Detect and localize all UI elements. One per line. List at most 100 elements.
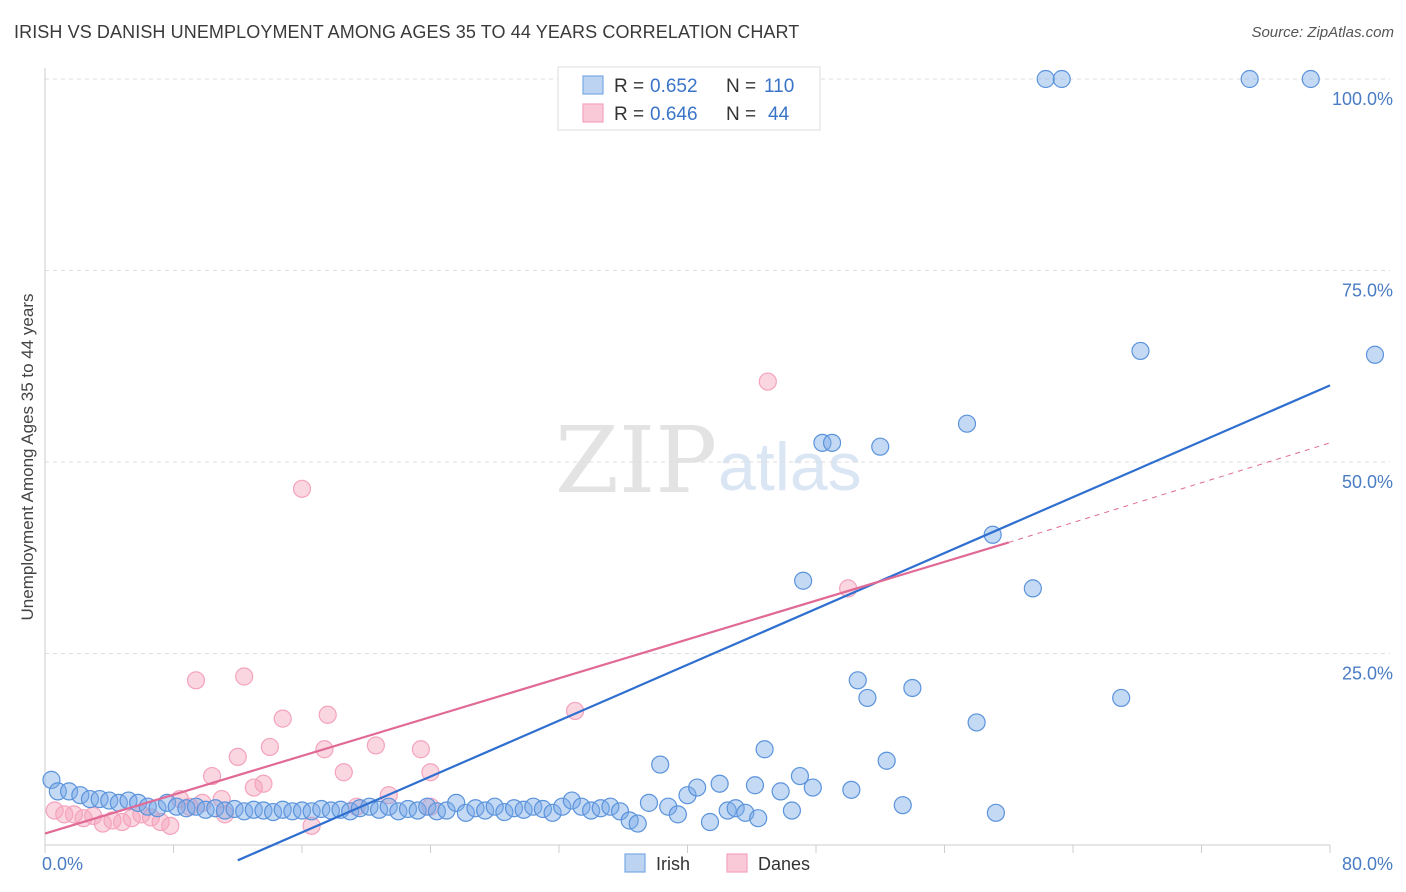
- irish-point-93: [986, 803, 1006, 822]
- irish-point-59: [610, 802, 630, 821]
- irish-point-68: [700, 812, 720, 832]
- irish-point-21: [244, 800, 263, 819]
- axes: [44, 68, 1331, 853]
- irish-point-78: [790, 766, 810, 786]
- gridlines: [45, 78, 1390, 654]
- irish-point-52: [543, 803, 562, 822]
- irish-point-55: [572, 797, 591, 816]
- y-tick-label-1: 50.0%: [1342, 472, 1393, 492]
- x-tick-label-1: 80.0%: [1342, 854, 1393, 874]
- danes-point-7: [112, 812, 132, 832]
- legend-box: R = 0.652 N = 110 R = 0.646 N = 44: [557, 66, 821, 131]
- bottom-legend-irish-label: Irish: [656, 854, 690, 874]
- trend-lines: [44, 384, 1331, 862]
- irish-point-99: [1240, 69, 1259, 89]
- danes-point-8: [122, 809, 141, 828]
- irish-point-39: [418, 797, 437, 816]
- legend-danes-n-label: N =: [726, 104, 756, 125]
- irish-point-3: [71, 786, 90, 805]
- danes-point-30: [334, 763, 353, 782]
- danes-point-19: [215, 805, 234, 824]
- irish-point-0: [42, 770, 61, 789]
- danes-point-32: [366, 736, 385, 755]
- danes-point-2: [64, 805, 84, 824]
- legend-irish-n-label: N =: [726, 76, 756, 97]
- irish-point-66: [678, 786, 697, 805]
- danes-point-23: [254, 774, 273, 793]
- danes-point-38: [758, 372, 777, 391]
- irish-point-81: [813, 433, 832, 452]
- danes-point-20: [228, 747, 247, 767]
- danes-point-21: [235, 667, 254, 686]
- danes-point-15: [186, 671, 206, 690]
- irish-trend-line: [237, 384, 1331, 862]
- y-ticks: 25.0% 50.0% 75.0% 100.0%: [1332, 89, 1393, 684]
- irish-point-75: [755, 740, 774, 759]
- danes-point-17: [202, 766, 222, 786]
- irish-point-67: [688, 778, 707, 797]
- irish-point-85: [858, 688, 877, 708]
- y-tick-label-3: 100.0%: [1332, 89, 1393, 109]
- x-ticks: 0.0% 80.0%: [42, 854, 1393, 874]
- irish-point-95: [1036, 69, 1055, 89]
- danes-point-11: [151, 812, 170, 832]
- danes-point-29: [318, 705, 337, 724]
- danes-trend-line: [44, 541, 1010, 835]
- irish-point-65: [668, 805, 687, 824]
- irish-point-45: [476, 801, 495, 820]
- irish-point-4: [80, 789, 100, 809]
- legend-irish-r-label: R =: [614, 76, 644, 97]
- irish-point-74: [749, 809, 768, 828]
- irish-point-38: [408, 801, 427, 820]
- danes-point-22: [244, 778, 263, 797]
- danes-point-26: [292, 479, 312, 498]
- danes-point-34: [411, 740, 430, 759]
- bottom-legend: Irish Danes: [624, 853, 810, 874]
- danes-point-1: [55, 805, 74, 824]
- irish-point-91: [967, 713, 986, 732]
- irish-point-89: [903, 678, 922, 698]
- irish-point-80: [803, 778, 822, 797]
- bottom-legend-danes-label: Danes: [758, 854, 810, 874]
- irish-point-41: [437, 801, 456, 820]
- irish-point-69: [710, 774, 729, 793]
- danes-point-10: [141, 808, 161, 827]
- legend-irish-n-value: 110: [764, 76, 794, 97]
- irish-point-79: [794, 571, 813, 590]
- y-axis-label: Unemployment Among Ages 35 to 44 years: [18, 294, 37, 621]
- irish-point-47: [495, 802, 514, 822]
- danes-point-24: [260, 737, 279, 757]
- irish-point-97: [1112, 688, 1131, 708]
- irish-point-43: [456, 803, 475, 822]
- irish-points: [42, 69, 1385, 833]
- bottom-legend-danes-swatch: [726, 853, 748, 873]
- irish-point-73: [745, 776, 765, 795]
- chart-title: IRISH VS DANISH UNEMPLOYMENT AMONG AGES …: [14, 22, 800, 42]
- irish-point-84: [848, 671, 867, 690]
- danes-points: [45, 372, 858, 835]
- irish-point-40: [427, 802, 447, 821]
- irish-point-98: [1131, 341, 1150, 361]
- irish-point-83: [842, 780, 861, 799]
- legend-danes-r-label: R =: [614, 104, 644, 125]
- irish-point-26: [292, 801, 312, 820]
- irish-point-94: [1023, 579, 1042, 598]
- source-label: Source: ZipAtlas.com: [1251, 24, 1394, 41]
- irish-point-25: [283, 802, 302, 821]
- irish-point-96: [1052, 69, 1071, 89]
- legend-irish-swatch: [582, 75, 604, 95]
- irish-point-2: [59, 782, 79, 801]
- irish-point-90: [957, 414, 977, 433]
- irish-point-61: [628, 814, 647, 833]
- irish-point-58: [601, 797, 620, 816]
- irish-point-63: [651, 755, 670, 774]
- irish-point-101: [1365, 345, 1385, 364]
- legend-danes-r-value: 0.646: [650, 104, 698, 125]
- legend-irish-r-value: 0.652: [650, 76, 698, 97]
- irish-point-82: [822, 433, 842, 452]
- irish-point-100: [1301, 69, 1320, 89]
- y-tick-label-2: 75.0%: [1342, 281, 1393, 301]
- bottom-legend-irish-swatch: [624, 853, 646, 873]
- watermark-atlas: atlas: [718, 429, 862, 505]
